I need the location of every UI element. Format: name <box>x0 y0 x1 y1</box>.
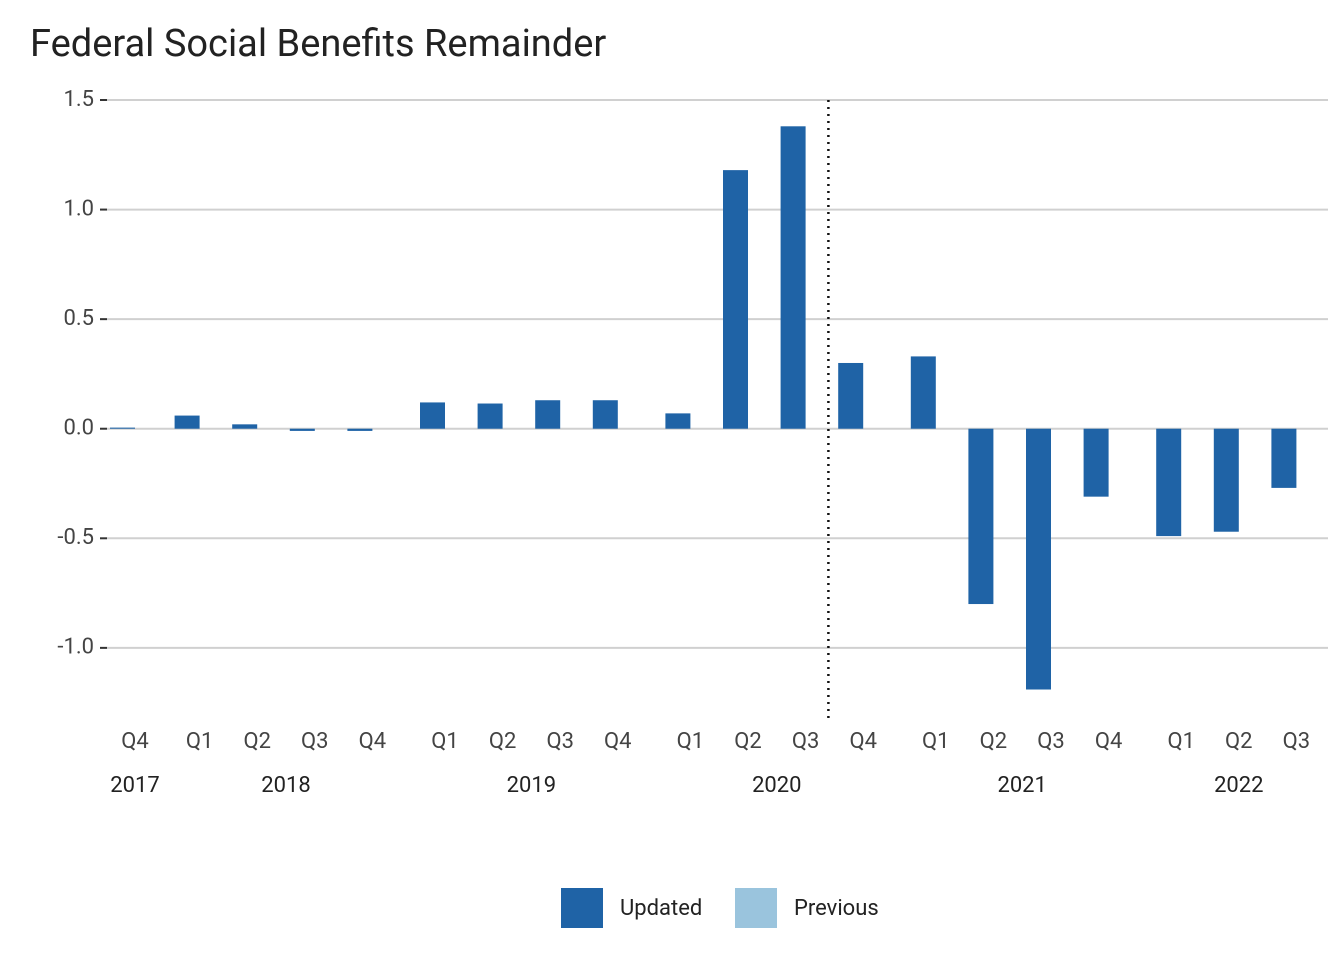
bar <box>477 403 503 429</box>
bar <box>110 427 135 429</box>
x-tick-label: Q1 <box>431 729 459 754</box>
x-tick-label: Q3 <box>1283 729 1311 754</box>
x-tick-label: Q2 <box>489 729 517 754</box>
y-tick-label: -0.5 <box>57 525 94 550</box>
bar <box>289 428 315 431</box>
year-label: 2017 <box>110 773 159 798</box>
year-label: 2021 <box>997 773 1046 798</box>
legend-label: Updated <box>620 896 702 921</box>
bar <box>535 400 561 429</box>
bar <box>1271 428 1297 488</box>
x-tick-label: Q4 <box>1095 729 1123 754</box>
legend-label: Previous <box>794 896 879 921</box>
year-label: 2020 <box>752 773 801 798</box>
bar <box>968 428 994 605</box>
x-tick-label: Q3 <box>792 729 820 754</box>
x-tick-label: Q2 <box>243 729 271 754</box>
legend-swatch <box>735 888 777 928</box>
bar <box>910 356 936 429</box>
x-tick-label: Q1 <box>186 729 214 754</box>
x-tick-label: Q2 <box>980 729 1008 754</box>
bar <box>420 402 445 429</box>
y-tick-label: -1.0 <box>57 635 94 660</box>
bar <box>1213 428 1239 532</box>
legend-swatch <box>561 888 603 928</box>
x-tick-label: Q4 <box>359 729 387 754</box>
bar <box>232 424 258 429</box>
bar <box>838 362 864 429</box>
y-tick-label: 1.5 <box>63 87 94 112</box>
y-tick-label: 1.0 <box>63 196 94 221</box>
bar <box>780 126 806 429</box>
bar <box>1026 428 1051 690</box>
x-tick-label: Q2 <box>1225 729 1253 754</box>
x-tick-label: Q4 <box>604 729 632 754</box>
year-label: 2018 <box>261 773 310 798</box>
x-tick-label: Q2 <box>734 729 762 754</box>
bar <box>347 428 373 431</box>
bar <box>665 413 691 429</box>
x-tick-label: Q3 <box>546 729 574 754</box>
y-tick-label: 0.5 <box>63 306 94 331</box>
bar <box>592 400 618 429</box>
x-tick-label: Q4 <box>121 729 149 754</box>
bar <box>174 415 200 429</box>
x-tick-label: Q1 <box>922 729 950 754</box>
bar <box>1156 428 1182 537</box>
y-tick-label: 0.0 <box>63 416 94 441</box>
x-tick-label: Q1 <box>1167 729 1195 754</box>
year-label: 2022 <box>1214 773 1263 798</box>
year-label: 2019 <box>507 773 556 798</box>
bar <box>1083 428 1109 497</box>
x-tick-label: Q4 <box>849 729 877 754</box>
bar <box>723 170 748 429</box>
x-tick-label: Q3 <box>1037 729 1065 754</box>
chart-title: Federal Social Benefits Remainder <box>30 22 606 66</box>
x-tick-label: Q1 <box>677 729 705 754</box>
x-tick-label: Q3 <box>301 729 329 754</box>
